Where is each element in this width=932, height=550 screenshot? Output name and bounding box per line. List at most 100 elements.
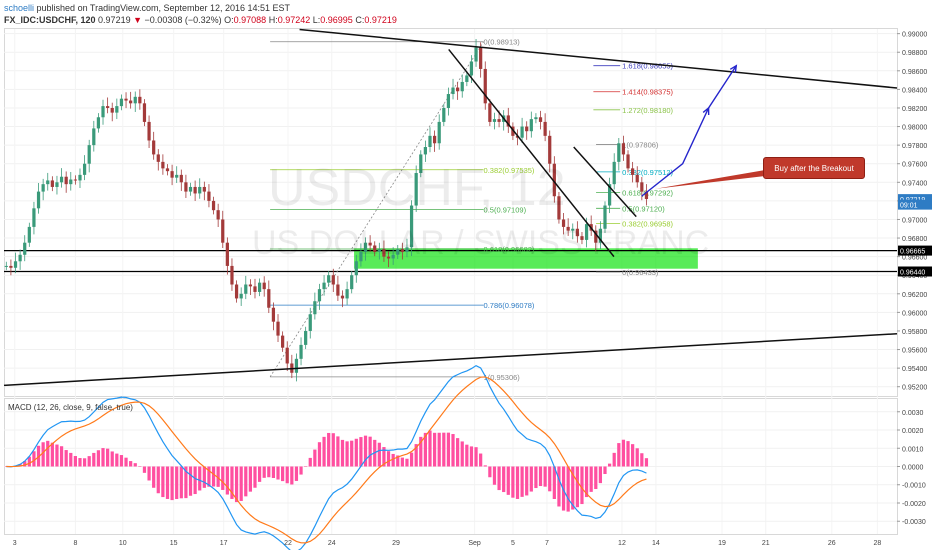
candle-body xyxy=(331,275,335,285)
time-tick-label: Sep xyxy=(468,540,481,547)
macd-histogram-bar xyxy=(184,466,188,499)
macd-histogram-bar xyxy=(285,466,289,484)
macd-line xyxy=(6,364,647,550)
price-marker-label: 09:01 xyxy=(900,203,918,210)
candle-body xyxy=(23,242,27,255)
candle-body xyxy=(409,205,414,248)
high-label: H: xyxy=(268,15,278,25)
candle-body xyxy=(428,135,432,147)
macd-histogram-bar xyxy=(207,466,211,487)
candle-body xyxy=(340,295,345,299)
macd-histogram-bar xyxy=(170,466,174,501)
macd-histogram-bar xyxy=(520,466,524,497)
candle-body xyxy=(285,347,289,364)
macd-histogram-bar xyxy=(469,446,474,467)
candle-body xyxy=(165,168,170,172)
candle-body xyxy=(142,103,147,122)
candle-body xyxy=(359,251,363,262)
macd-histogram-bar xyxy=(529,466,533,492)
candle-body xyxy=(511,126,515,136)
macd-histogram-bar xyxy=(409,452,414,467)
candle-body xyxy=(557,196,561,220)
candle-body xyxy=(308,314,312,331)
price-tick-label: 0.97800 xyxy=(902,143,927,150)
price-pane-border xyxy=(4,28,898,397)
candle-body xyxy=(18,254,22,262)
candle-body xyxy=(580,236,584,240)
macd-histogram-bar xyxy=(456,438,460,467)
author-link[interactable]: schoelli xyxy=(4,3,35,13)
fib-ext-label: 1(0.97806) xyxy=(622,141,659,150)
candle-body xyxy=(234,284,239,299)
buy-breakout-callout[interactable]: Buy after the Breakout xyxy=(763,157,865,179)
symbol-label[interactable]: FX_IDC:USDCHF, 120 xyxy=(4,15,96,25)
macd-histogram-bar xyxy=(313,449,317,467)
price-tick-label: 0.96000 xyxy=(902,310,927,317)
macd-histogram-bar xyxy=(267,466,271,478)
candle-body xyxy=(110,107,114,113)
candle-body xyxy=(469,61,474,76)
time-tick-label: 22 xyxy=(284,540,292,547)
price-axis: 0.99000 0.98800 0.98600 0.98400 0.98200 0.980… xyxy=(897,32,932,526)
macd-histogram-bar xyxy=(350,440,354,467)
macd-histogram-bar xyxy=(55,444,59,467)
candle-body xyxy=(460,81,464,92)
candle-body xyxy=(4,265,8,267)
macd-histogram-bar xyxy=(497,466,501,491)
macd-histogram-bar xyxy=(64,450,68,467)
macd-histogram-bar xyxy=(391,453,395,467)
macd-label: MACD (12, 26, close, 9, false, true) xyxy=(8,403,133,412)
publisher-text: published on TradingView.com, September … xyxy=(36,3,291,13)
fib-level-label: 0.786(0.96078) xyxy=(484,301,535,310)
candle-body xyxy=(230,265,234,285)
macd-histogram-bar xyxy=(488,466,492,478)
candle-body xyxy=(386,256,391,259)
macd-histogram-bar xyxy=(161,466,165,498)
macd-histogram-bar xyxy=(386,451,391,467)
macd-histogram-bar xyxy=(32,451,36,467)
candle-body xyxy=(73,179,77,181)
fib-ext-label: 1.414(0.98375) xyxy=(622,88,673,97)
time-tick-label: 28 xyxy=(873,540,881,547)
candle-body xyxy=(64,176,68,185)
macd-histogram-bar xyxy=(414,444,418,467)
candle-body xyxy=(152,140,156,155)
macd-histogram-bar xyxy=(216,466,220,487)
candle-body xyxy=(644,191,649,200)
price-tick-label: 0.98400 xyxy=(902,87,927,94)
macd-histogram-bar xyxy=(87,456,91,467)
macd-histogram-bar xyxy=(534,466,538,489)
macd-histogram-bar xyxy=(382,447,386,467)
candle-body xyxy=(257,282,262,292)
macd-histogram-bar xyxy=(451,434,455,467)
candle-body xyxy=(211,200,216,211)
fib-ext-label: 0.382(0.97512) xyxy=(622,168,673,177)
candle-body xyxy=(594,230,598,243)
callout-pointer xyxy=(655,170,765,189)
price-marker-label: 0.96665 xyxy=(900,249,925,256)
macd-histogram-bar xyxy=(290,466,294,485)
macd-histogram-bar xyxy=(253,466,257,488)
price-tick-label: 0.97600 xyxy=(902,162,927,169)
macd-histogram-bar xyxy=(50,442,54,467)
price-tick-label: 0.98000 xyxy=(902,125,927,132)
fib-ext-label: 0.5(0.97120) xyxy=(622,204,665,213)
price-change: −0.00308 (−0.32%) xyxy=(144,15,222,25)
macd-histogram-bar xyxy=(202,466,206,488)
time-tick-label: 12 xyxy=(618,540,626,547)
candle-body xyxy=(396,249,400,255)
price-tick-label: 0.96200 xyxy=(902,292,927,299)
candle-body xyxy=(548,135,552,164)
macd-histogram-bar xyxy=(92,452,96,467)
macd-histogram-bar xyxy=(257,466,262,482)
macd-histogram-bar xyxy=(460,441,464,467)
low-label: L: xyxy=(312,15,321,25)
low-value: 0.96995 xyxy=(320,15,353,25)
projection-arrowhead xyxy=(702,106,710,115)
macd-histogram-bar xyxy=(119,455,124,467)
macd-histogram-bar xyxy=(271,466,276,478)
candle-body xyxy=(492,119,497,122)
candle-body xyxy=(87,145,91,164)
candle-body xyxy=(188,186,193,192)
